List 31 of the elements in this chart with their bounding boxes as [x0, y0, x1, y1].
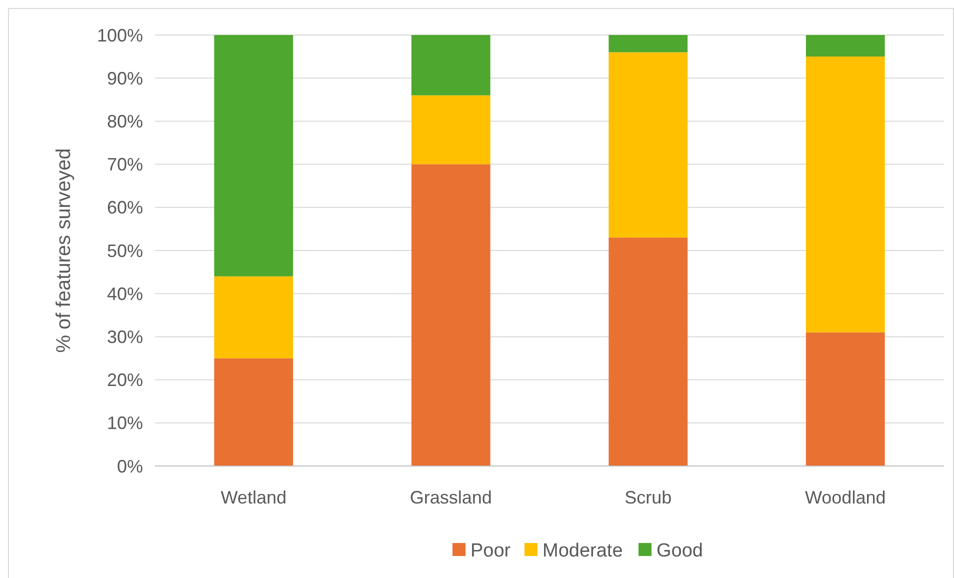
y-tick-label: 0%: [116, 456, 143, 476]
y-tick-label: 100%: [96, 25, 143, 46]
bar: [411, 95, 490, 164]
y-tick-label: 50%: [106, 240, 143, 261]
y-tick-label: 10%: [106, 413, 143, 434]
bar: [608, 52, 688, 238]
bar: [608, 238, 688, 466]
legend-label: Good: [656, 540, 703, 562]
bar: [806, 56, 885, 332]
bar: [214, 276, 294, 358]
y-tick-label: 70%: [106, 154, 143, 175]
x-tick-label: Scrub: [624, 487, 672, 508]
bar: [608, 35, 688, 52]
bar: [214, 35, 294, 276]
x-tick-label: Grassland: [410, 487, 492, 508]
x-tick-label: Wetland: [220, 487, 286, 508]
y-tick-label: 40%: [106, 284, 143, 304]
y-tick-label: 60%: [106, 198, 143, 218]
legend-label: Moderate: [542, 540, 623, 562]
x-tick-label: Woodland: [805, 487, 886, 508]
y-tick-label: 20%: [106, 370, 143, 390]
bar: [411, 35, 490, 96]
bar: [411, 164, 490, 466]
y-tick-label: 30%: [106, 327, 143, 347]
bar: [806, 35, 885, 57]
bar: [214, 358, 294, 466]
y-tick-label: 80%: [106, 112, 143, 132]
y-tick-label: 90%: [106, 68, 143, 88]
y-axis-title: % of features surveyed: [53, 148, 75, 353]
bar: [806, 332, 885, 466]
legend-label: Poor: [470, 540, 512, 562]
